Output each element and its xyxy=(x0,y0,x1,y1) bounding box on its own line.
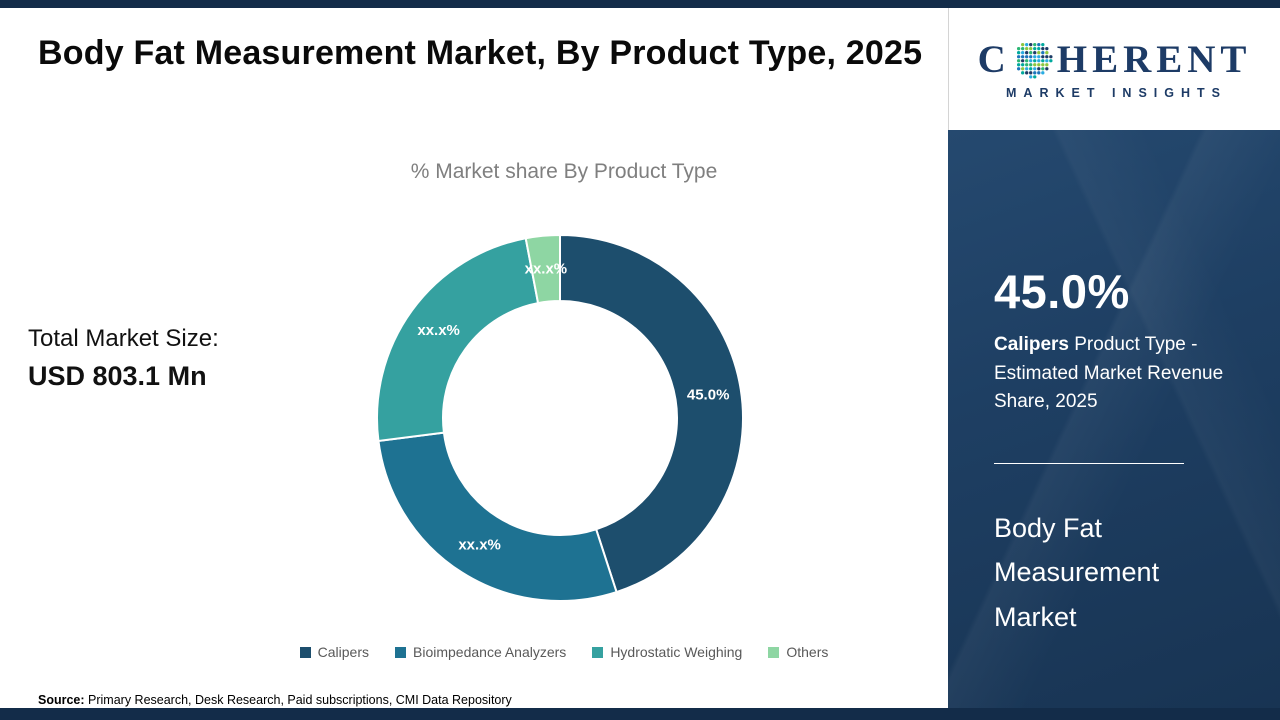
source-note: Source: Primary Research, Desk Research,… xyxy=(38,693,512,707)
highlight-stat-text: Product Type - Estimated Market Revenue … xyxy=(994,334,1224,412)
slice-label-calipers: 45.0% xyxy=(687,387,730,404)
chart-title: % Market share By Product Type xyxy=(410,160,718,183)
sidebar-divider xyxy=(994,462,1184,464)
highlight-stat-value: 45.0% xyxy=(994,265,1130,318)
source-text: Primary Research, Desk Research, Paid su… xyxy=(84,693,512,707)
donut-segment-others xyxy=(524,233,561,305)
brand-logo: C HERENT MARKET INSIGHTS xyxy=(948,8,1280,130)
donut-segment-calipers xyxy=(559,233,744,594)
highlight-stat-description: Calipers Product Type - Estimated Market… xyxy=(994,331,1232,417)
legend-item-bioimpedance-analyzers: Bioimpedance Analyzers xyxy=(395,644,566,660)
highlight-stat-category: Calipers xyxy=(994,334,1069,355)
donut-segment-hydrostatic-weighing xyxy=(376,237,540,443)
donut-segment-bioimpedance-analyzers xyxy=(377,431,618,602)
total-market-size-block: Total Market Size: USD 803.1 Mn xyxy=(28,325,219,392)
sidebar: C HERENT MARKET INSIGHTS 45.0% Calipers … xyxy=(948,8,1280,708)
market-name: Body Fat Measurement Market xyxy=(994,512,1160,632)
donut-chart: 45.0% xx.x% xx.x% xx.x% xyxy=(376,233,744,602)
legend-item-hydrostatic-weighing: Hydrostatic Weighing xyxy=(592,644,742,660)
legend-swatch xyxy=(768,646,780,658)
brand-subtitle: MARKET INSIGHTS xyxy=(1006,86,1227,100)
slice-label-hydrostatic-weighing: xx.x% xyxy=(417,322,460,339)
legend-label: Hydrostatic Weighing xyxy=(610,644,743,660)
brand-wordmark: C HERENT xyxy=(978,38,1252,80)
legend-label: Calipers xyxy=(317,644,369,660)
legend-label: Others xyxy=(786,644,829,660)
brand-letter-c: C xyxy=(977,37,1011,81)
legend-item-others: Others xyxy=(768,644,828,660)
bottom-border-bar xyxy=(0,708,1280,720)
legend-label: Bioimpedance Analyzers xyxy=(413,644,567,660)
slice-label-bioimpedance-analyzers: xx.x% xyxy=(458,537,501,554)
source-label: Source: xyxy=(38,693,85,707)
globe-dots-icon xyxy=(1016,42,1053,79)
legend-swatch xyxy=(395,646,406,658)
sidebar-content: 45.0% Calipers Product Type - Estimated … xyxy=(948,130,1280,708)
legend-swatch xyxy=(299,646,311,658)
legend-item-calipers: Calipers xyxy=(299,644,369,660)
legend-swatch xyxy=(592,646,604,658)
page-title: Body Fat Measurement Market, By Product … xyxy=(38,34,923,72)
chart-legend: Calipers Bioimpedance Analyzers Hydrostati… xyxy=(180,644,948,660)
total-market-size-label: Total Market Size: xyxy=(28,325,219,352)
brand-letters-rest: HERENT xyxy=(1056,37,1252,81)
total-market-size-value: USD 803.1 Mn xyxy=(28,361,207,391)
slice-label-others: xx.x% xyxy=(525,261,568,278)
top-border-bar xyxy=(0,0,1280,8)
